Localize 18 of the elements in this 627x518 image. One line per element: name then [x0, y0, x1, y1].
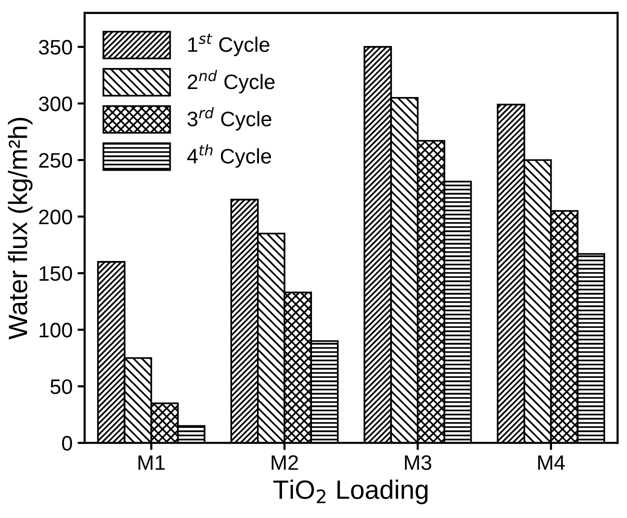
y-tick-label: 150	[40, 266, 72, 281]
y-axis-title: Water flux (kg/m²h)	[8, 118, 33, 340]
x-tick-label: M2	[272, 455, 298, 470]
y-tick-label: 300	[38, 96, 72, 112]
x-tick-label: M3	[404, 455, 432, 470]
y-tick-label: 250	[39, 153, 72, 168]
x-tick-label: M4	[538, 455, 565, 470]
y-tick-label: 0	[62, 436, 72, 451]
y-tick-label: 200	[39, 210, 72, 224]
y-tick-label: 350	[38, 40, 72, 55]
y-tick-label: 100	[40, 322, 72, 338]
legend-label: 2$^{nd}$ Cycle	[188, 70, 275, 94]
legend-label: 4$^{th}$ Cycle	[187, 144, 271, 168]
legend-label: 1$^{st}$ Cycle	[188, 34, 270, 56]
y-tick-label: 50	[50, 379, 72, 394]
x-tick-label: M1	[138, 455, 165, 470]
x-axis-title: TiO$_{2}$ Loading	[273, 480, 428, 504]
legend-label: 3$^{rd}$ Cycle	[188, 107, 272, 130]
